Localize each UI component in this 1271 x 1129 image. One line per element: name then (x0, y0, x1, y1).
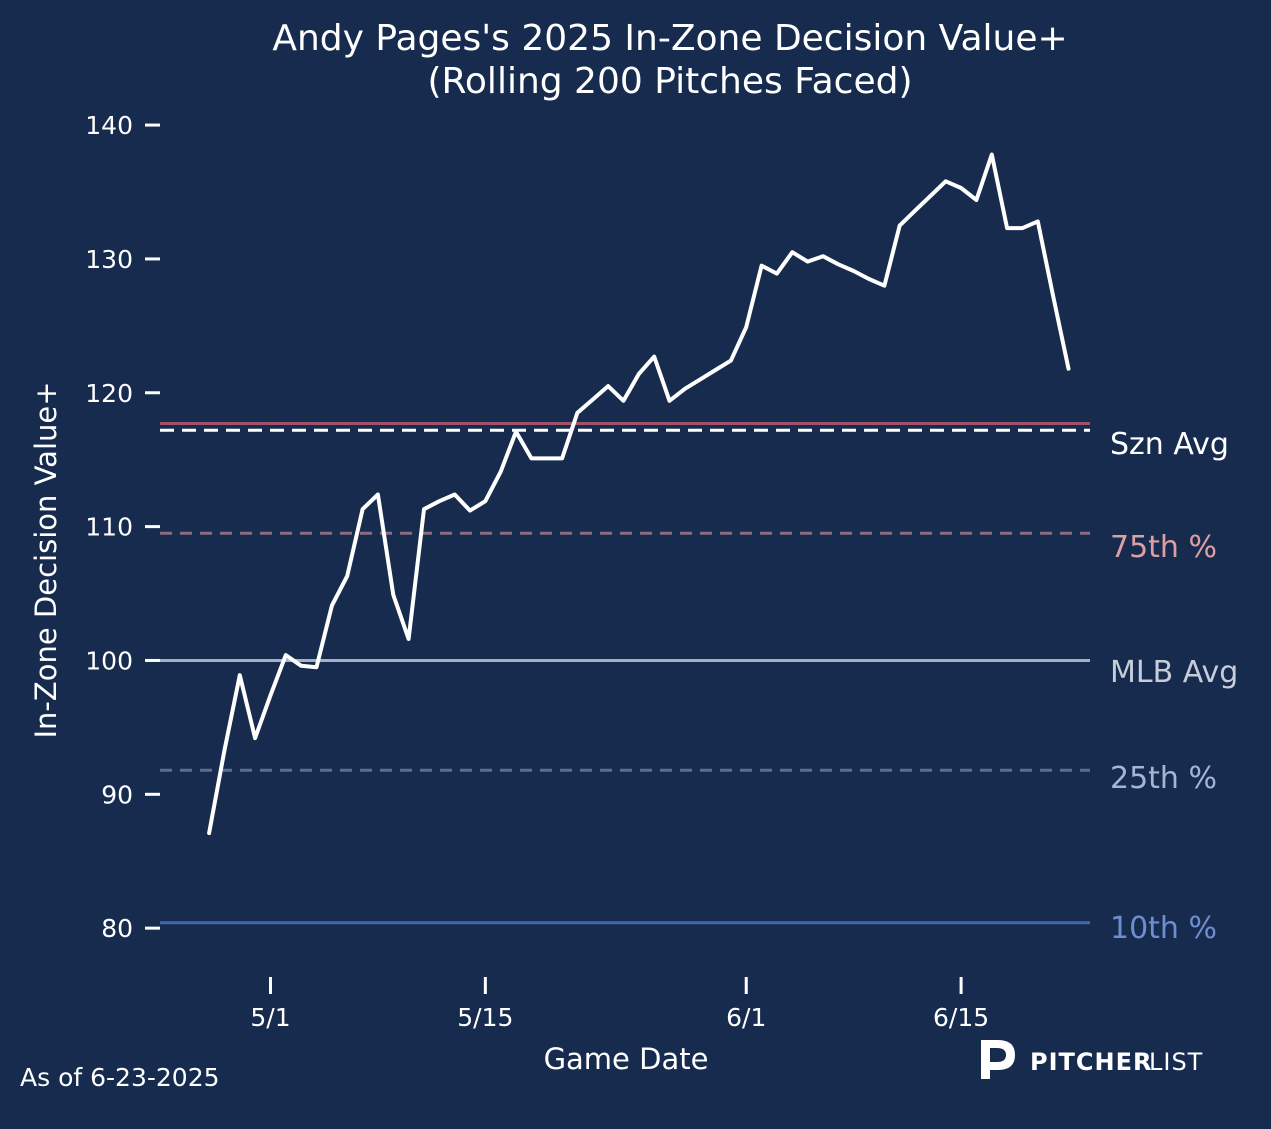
y-tick-label-110: 110 (85, 513, 133, 542)
p25-label: 25th % (1110, 761, 1217, 796)
x-axis-title: Game Date (544, 1042, 709, 1076)
logo-word-list: LIST (1149, 1048, 1203, 1076)
x-axis: 5/1 5/15 6/1 6/15 (250, 977, 989, 1032)
as-of-date: As of 6-23-2025 (20, 1063, 220, 1092)
y-axis: 80 90 100 110 120 130 140 (85, 111, 160, 943)
mlb-avg-label: MLB Avg (1110, 655, 1238, 690)
reference-lines (160, 422, 1090, 925)
x-tick-label-2: 6/1 (726, 1003, 766, 1032)
pitcherlist-logo: PITCHER LIST (981, 1040, 1203, 1079)
y-tick-label-140: 140 (85, 111, 133, 140)
y-tick-label-130: 130 (85, 245, 133, 274)
logo-word-pitcher: PITCHER (1030, 1048, 1152, 1076)
y-tick-label-80: 80 (101, 914, 133, 943)
pitcherlist-p-icon (981, 1040, 1015, 1079)
y-tick-label-90: 90 (101, 780, 133, 809)
p10-label: 10th % (1110, 911, 1217, 946)
szn-avg-label: Szn Avg (1110, 427, 1229, 462)
x-tick-label-0: 5/1 (250, 1003, 290, 1032)
y-axis-title: In-Zone Decision Value+ (29, 381, 63, 738)
y-tick-label-120: 120 (85, 379, 133, 408)
p75-label: 75th % (1110, 530, 1217, 565)
x-tick-label-3: 6/15 (933, 1003, 989, 1032)
series-points (209, 154, 1069, 833)
y-tick-label-100: 100 (85, 646, 133, 675)
chart-title-line-2: (Rolling 200 Pitches Faced) (427, 61, 912, 102)
x-tick-label-1: 5/15 (457, 1003, 513, 1032)
series-line-andy-pages (207, 152, 1071, 836)
chart-title-line-1: Andy Pages's 2025 In-Zone Decision Value… (272, 18, 1067, 59)
